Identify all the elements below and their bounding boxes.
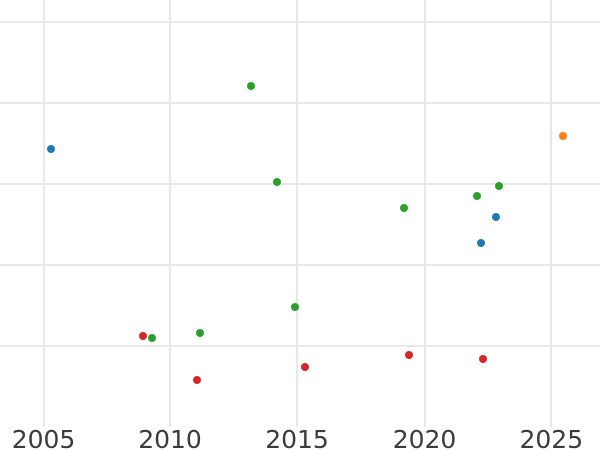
scatter-point: [558, 132, 567, 140]
x-tick-label: 2005: [11, 425, 76, 450]
scatter-point: [476, 239, 485, 248]
x-tick-label: 2015: [265, 425, 329, 450]
vertical-gridline: [550, 0, 553, 427]
scatter-point: [273, 178, 281, 186]
vertical-gridline: [169, 0, 171, 427]
scatter-point: [400, 204, 408, 212]
scatter-point: [300, 363, 309, 371]
scatter-point: [473, 192, 481, 201]
horizontal-gridline: [0, 183, 600, 185]
scatter-point: [478, 355, 487, 363]
horizontal-gridline: [0, 264, 600, 266]
horizontal-gridline: [0, 345, 600, 347]
x-tick-label: 2010: [138, 425, 202, 450]
x-tick-label: 2020: [392, 425, 457, 450]
horizontal-gridline: [0, 102, 600, 104]
x-tick-label: 2025: [519, 425, 584, 450]
scatter-point: [404, 350, 413, 359]
scatter-point: [196, 329, 205, 338]
scatter-point: [148, 333, 156, 342]
scatter-point: [192, 375, 201, 384]
scatter-point: [492, 213, 500, 221]
scatter-point: [495, 182, 503, 191]
vertical-gridline: [296, 0, 298, 427]
vertical-gridline: [423, 0, 426, 427]
scatter-point: [139, 331, 148, 340]
scatter-point: [246, 81, 255, 90]
vertical-gridline: [42, 0, 45, 427]
scatter-point: [46, 144, 55, 153]
horizontal-gridline: [0, 21, 600, 23]
scatter-point: [291, 302, 300, 311]
